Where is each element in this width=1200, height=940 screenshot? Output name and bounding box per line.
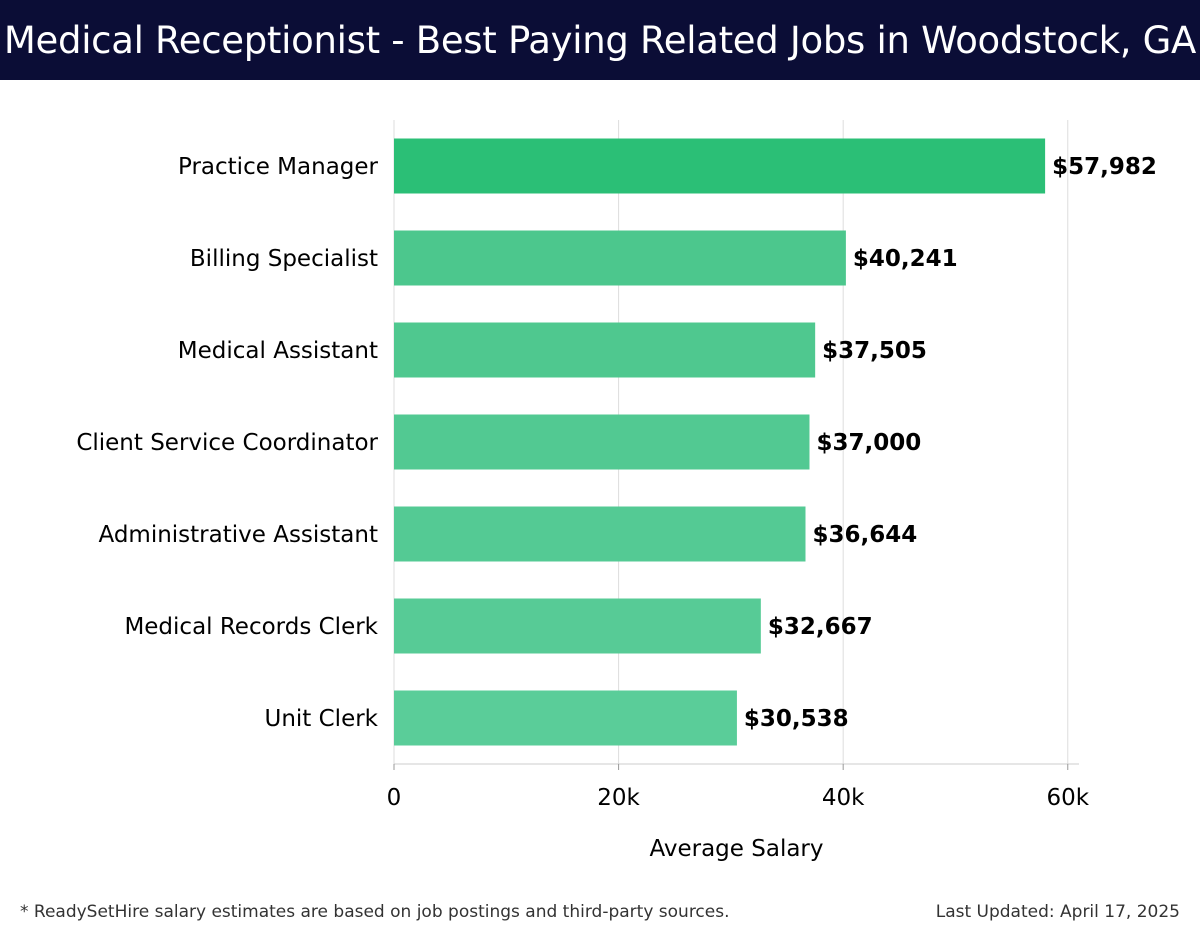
footer-last-updated: Last Updated: April 17, 2025 (935, 902, 1180, 922)
salary-bar-chart: Practice Manager $57,982 Billing Specialis… (76, 120, 1157, 862)
x-tick-label-0: 0 (387, 785, 402, 811)
category-label-3: Client Service Coordinator (76, 430, 378, 456)
value-label-2: $37,505 (822, 338, 927, 364)
page-title: Medical Receptionist - Best Paying Relat… (3, 18, 1197, 62)
bar-1 (394, 230, 846, 286)
category-label-5: Medical Records Clerk (124, 614, 378, 640)
category-label-4: Administrative Assistant (98, 522, 378, 548)
x-axis-title: Average Salary (649, 836, 823, 862)
value-label-5: $32,667 (768, 614, 873, 640)
x-tick-label-1: 20k (597, 785, 640, 811)
bar-2 (394, 322, 816, 378)
category-label-6: Unit Clerk (264, 706, 378, 732)
bar-6 (394, 690, 737, 746)
bar-0 (394, 138, 1046, 194)
value-label-1: $40,241 (853, 246, 958, 272)
category-label-2: Medical Assistant (178, 338, 378, 364)
header-bar: Medical Receptionist - Best Paying Relat… (0, 0, 1200, 80)
category-label-0: Practice Manager (178, 154, 379, 180)
x-tick-label-3: 60k (1046, 785, 1089, 811)
x-tick-label-2: 40k (822, 785, 865, 811)
footer-note: * ReadySetHire salary estimates are base… (20, 902, 730, 922)
value-label-4: $36,644 (812, 522, 917, 548)
value-label-0: $57,982 (1052, 154, 1157, 180)
category-label-1: Billing Specialist (190, 246, 378, 272)
value-label-3: $37,000 (816, 430, 921, 456)
bar-5 (394, 598, 761, 654)
bar-4 (394, 506, 806, 562)
bar-3 (394, 414, 810, 470)
value-label-6: $30,538 (744, 706, 849, 732)
